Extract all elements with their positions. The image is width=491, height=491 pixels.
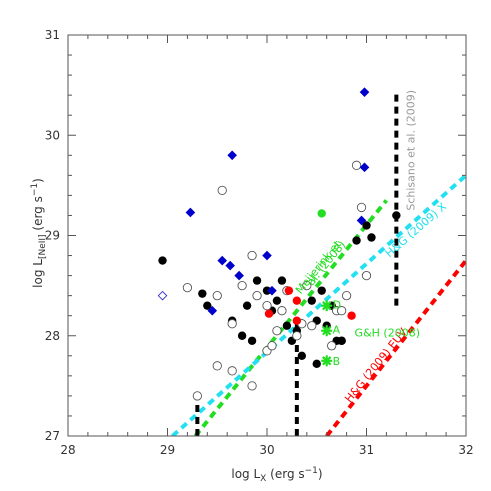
- point-hollow-circle-1-3: [227, 319, 237, 329]
- point-filled-diamond-2-4: [227, 150, 237, 161]
- annotation-6: D: [333, 299, 341, 312]
- y-tick-label-0: 27: [45, 429, 60, 443]
- point-hollow-circle-1-24: [192, 391, 203, 401]
- point-filled-circle-0-7: [252, 276, 262, 285]
- point-filled-circle-0-0: [158, 256, 167, 265]
- point-hollow-circle-1-20: [351, 160, 362, 170]
- point-filled-diamond-2-2: [217, 255, 228, 266]
- point-hollow-circle-1-21: [356, 202, 367, 213]
- point-filled-circle-0-25: [362, 221, 371, 230]
- point-hollow-circle-1-15: [302, 280, 312, 291]
- x-axis-label: log LX (erg s−1): [231, 466, 322, 484]
- point-filled-circle-0-11: [277, 276, 287, 285]
- point-hollow-circle-1-5: [247, 250, 257, 261]
- point-filled-circle-4-1: [284, 286, 294, 295]
- point-hollow-circle-1-6: [252, 290, 262, 301]
- point-filled-circle-0-24: [352, 236, 361, 245]
- dashed-line-1: [171, 173, 466, 436]
- point-filled-diamond-2-5: [234, 270, 244, 281]
- point-filled-circle-0-15: [297, 351, 307, 360]
- y-tick-label-1: 28: [45, 329, 60, 343]
- point-hollow-circle-1-10: [272, 326, 282, 336]
- annotation-7: A: [333, 324, 341, 337]
- point-filled-circle-4-2: [292, 296, 302, 305]
- dashed-line-2: [325, 259, 466, 436]
- point-hollow-circle-1-17: [327, 341, 337, 351]
- point-filled-circle-0-28: [337, 336, 346, 345]
- y-tick-label-3: 30: [45, 128, 60, 142]
- point-hollow-circle-1-25: [212, 361, 222, 371]
- point-asterisk-6-1: [321, 325, 333, 337]
- y-axis-label: log L[NeII] (erg s−1): [30, 178, 48, 288]
- point-asterisk-6-0: [321, 300, 333, 312]
- point-filled-diamond-2-8: [359, 87, 370, 97]
- y-tick-label-2: 29: [45, 229, 60, 243]
- point-hollow-circle-1-26: [227, 366, 237, 376]
- point-filled-circle-0-27: [392, 211, 401, 220]
- point-hollow-circle-1-22: [361, 270, 372, 281]
- point-hollow-circle-1-0: [182, 282, 193, 293]
- x-tick-label-4: 32: [458, 443, 473, 457]
- x-tick-label-1: 29: [160, 443, 175, 457]
- point-hollow-circle-1-13: [292, 331, 302, 341]
- point-filled-diamond-2-1: [207, 305, 218, 316]
- point-filled-circle-5-0: [317, 209, 326, 218]
- annotation-5: G&H (2008): [355, 327, 420, 340]
- x-tick-label-2: 30: [259, 443, 274, 457]
- point-hollow-circle-1-27: [247, 381, 257, 391]
- point-hollow-circle-1-9: [267, 341, 277, 351]
- point-filled-circle-0-1: [198, 289, 207, 298]
- point-filled-circle-0-10: [272, 296, 282, 305]
- point-filled-circle-0-23: [312, 359, 321, 369]
- dashed-line-0: [193, 199, 388, 436]
- point-filled-circle-0-4: [242, 301, 252, 310]
- point-filled-circle-0-18: [317, 286, 326, 295]
- point-hollow-circle-1-7: [262, 301, 272, 311]
- point-filled-diamond-2-3: [225, 260, 235, 271]
- annotation-8: B: [333, 355, 341, 368]
- point-hollow-diamond-3-0: [157, 290, 168, 301]
- point-filled-diamond-2-7: [267, 285, 277, 296]
- point-filled-circle-0-6: [247, 336, 257, 345]
- point-filled-circle-0-26: [367, 233, 376, 242]
- point-filled-circle-4-3: [347, 311, 356, 320]
- point-filled-diamond-2-10: [356, 215, 367, 226]
- point-asterisk-6-2: [321, 355, 333, 367]
- point-hollow-circle-1-11: [277, 306, 287, 316]
- point-hollow-circle-1-19: [336, 306, 347, 316]
- point-hollow-circle-1-4: [237, 280, 247, 291]
- point-filled-circle-0-12: [282, 321, 292, 330]
- point-filled-circle-0-8: [262, 286, 272, 295]
- point-filled-circle-0-2: [203, 301, 212, 310]
- point-hollow-circle-1-23: [341, 290, 352, 301]
- point-filled-diamond-2-6: [262, 250, 272, 261]
- point-filled-circle-0-16: [307, 296, 316, 305]
- point-hollow-circle-1-16: [307, 321, 317, 331]
- annotation-0: Schisano et al. (2009): [404, 90, 417, 211]
- point-filled-circle-4-0: [264, 309, 274, 318]
- point-filled-circle-4-4: [292, 316, 302, 325]
- x-tick-label-3: 31: [359, 443, 374, 457]
- point-filled-diamond-2-9: [359, 162, 370, 173]
- point-filled-circle-0-5: [237, 331, 247, 340]
- point-hollow-circle-1-1: [217, 185, 227, 196]
- y-tick-label-4: 31: [45, 28, 60, 42]
- point-filled-diamond-2-0: [185, 207, 196, 218]
- x-tick-label-0: 28: [60, 443, 75, 457]
- point-hollow-circle-1-2: [212, 290, 222, 301]
